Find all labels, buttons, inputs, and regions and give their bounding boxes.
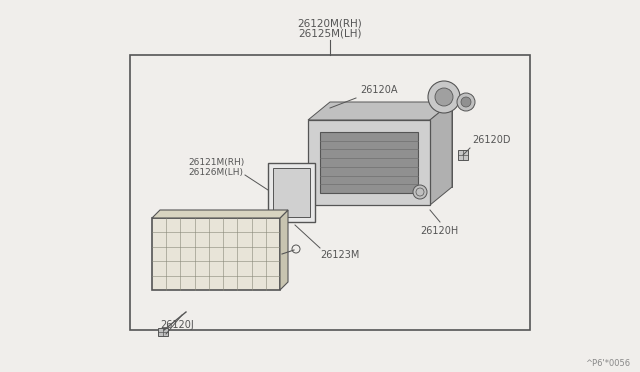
Bar [130, 55, 530, 330]
Text: 26120A: 26120A [360, 85, 397, 95]
Text: 26120M(RH): 26120M(RH) [298, 18, 362, 28]
Bar [152, 218, 280, 290]
Text: 26123M: 26123M [320, 250, 360, 260]
Text: 26125M(LH): 26125M(LH) [298, 28, 362, 38]
Polygon shape [308, 120, 430, 205]
Circle shape [457, 93, 475, 111]
Polygon shape [430, 102, 452, 205]
Text: 26126M(LH): 26126M(LH) [188, 168, 243, 177]
Bar [458, 150, 468, 160]
Text: 26120H: 26120H [420, 226, 458, 236]
Text: 26121M(RH): 26121M(RH) [188, 158, 244, 167]
Polygon shape [280, 210, 288, 290]
Bar [320, 132, 418, 193]
Text: ^P6'*0056: ^P6'*0056 [585, 359, 630, 368]
Polygon shape [308, 102, 452, 120]
Text: 26120J: 26120J [160, 320, 194, 330]
Circle shape [435, 88, 453, 106]
Circle shape [413, 185, 427, 199]
Polygon shape [152, 210, 288, 218]
Bar [158, 328, 168, 336]
Circle shape [461, 97, 471, 107]
Bar [268, 163, 315, 222]
Polygon shape [330, 102, 452, 187]
Bar [273, 168, 310, 217]
Text: 26120D: 26120D [472, 135, 511, 145]
Circle shape [428, 81, 460, 113]
